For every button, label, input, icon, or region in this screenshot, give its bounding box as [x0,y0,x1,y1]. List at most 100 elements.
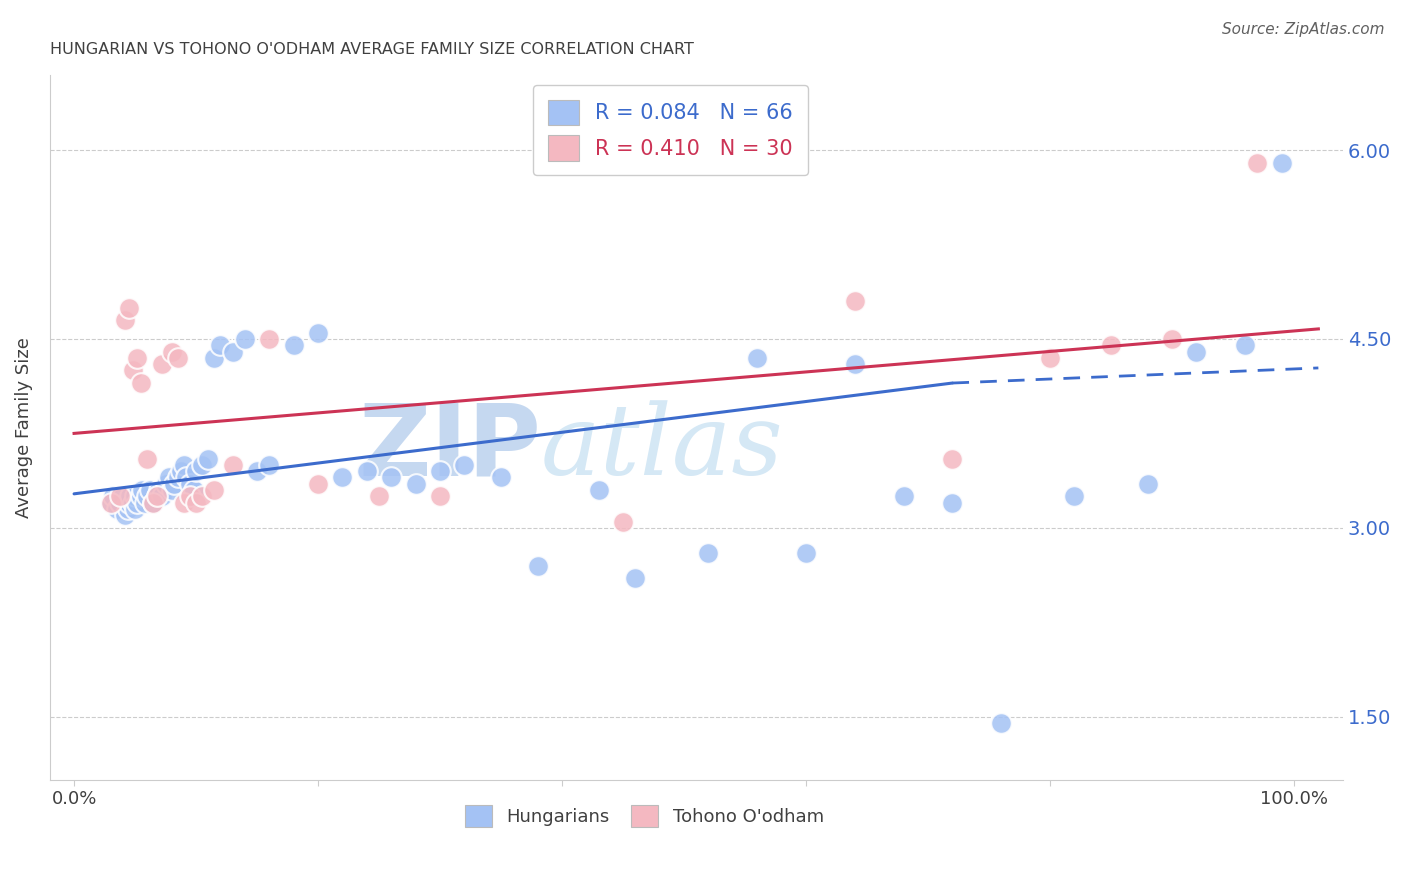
Point [405,476,427,491]
Point [160,483,183,497]
Point [453,458,475,472]
Point [100,495,122,509]
Point [142,495,165,509]
Point [134,495,156,509]
Point [115,495,138,509]
Point [1161,332,1184,346]
Point [356,464,378,478]
Point [697,546,720,560]
Point [307,476,329,491]
Point [176,470,198,484]
Point [179,489,201,503]
Point [380,470,402,484]
Point [893,489,915,503]
Point [142,495,165,509]
Point [283,338,305,352]
Point [941,451,963,466]
Legend: Hungarians, Tohono O'odham: Hungarians, Tohono O'odham [458,797,831,834]
Point [1271,155,1294,169]
Point [110,489,132,503]
Point [1099,338,1122,352]
Point [624,571,647,585]
Point [155,476,177,491]
Point [526,558,548,573]
Point [127,351,149,365]
Point [429,464,451,478]
Point [332,470,354,484]
Point [163,476,186,491]
Point [221,458,243,472]
Point [118,301,141,315]
Point [1234,338,1257,352]
Point [184,464,207,478]
Point [489,470,512,484]
Point [1246,155,1268,169]
Point [117,502,139,516]
Point [111,489,134,503]
Text: ZIP: ZIP [359,400,541,497]
Point [197,451,219,466]
Point [121,495,143,509]
Point [1039,351,1062,365]
Text: atlas: atlas [541,401,783,496]
Point [101,489,124,503]
Y-axis label: Average Family Size: Average Family Size [15,336,32,517]
Point [110,495,132,509]
Point [150,357,173,371]
Point [202,483,225,497]
Point [166,470,188,484]
Point [100,495,122,509]
Point [209,338,232,352]
Point [844,357,866,371]
Point [588,483,610,497]
Point [429,489,451,503]
Point [120,489,142,503]
Point [233,332,256,346]
Point [259,458,281,472]
Point [170,464,193,478]
Point [131,483,153,497]
Point [183,483,205,497]
Point [136,451,159,466]
Point [148,483,170,497]
Point [157,470,180,484]
Point [146,489,169,503]
Point [368,489,391,503]
Point [221,344,243,359]
Text: HUNGARIAN VS TOHONO O'ODHAM AVERAGE FAMILY SIZE CORRELATION CHART: HUNGARIAN VS TOHONO O'ODHAM AVERAGE FAMI… [49,42,693,57]
Text: Source: ZipAtlas.com: Source: ZipAtlas.com [1222,22,1385,37]
Point [124,502,146,516]
Point [118,495,141,509]
Point [179,476,201,491]
Point [173,458,195,472]
Point [191,458,214,472]
Point [246,464,269,478]
Point [794,546,817,560]
Point [129,376,152,390]
Point [121,363,143,377]
Point [844,294,866,309]
Point [114,508,136,523]
Point [1063,489,1085,503]
Point [191,489,214,503]
Point [184,495,207,509]
Point [146,489,169,503]
Point [173,495,195,509]
Point [105,502,128,516]
Point [138,483,160,497]
Point [150,489,173,503]
Point [114,313,136,327]
Point [1136,476,1159,491]
Point [160,344,183,359]
Point [941,495,963,509]
Point [127,495,149,509]
Point [990,715,1012,730]
Point [747,351,769,365]
Point [129,489,152,503]
Point [136,489,159,503]
Point [259,332,281,346]
Point [202,351,225,365]
Point [1185,344,1208,359]
Point [124,489,146,503]
Point [307,326,329,340]
